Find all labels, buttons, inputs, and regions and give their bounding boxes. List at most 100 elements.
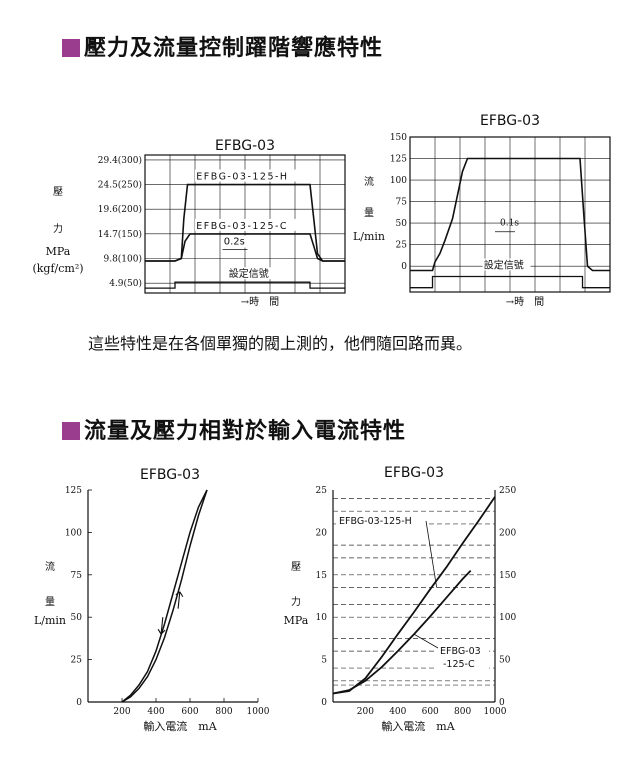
x-tick-label: 400: [147, 707, 164, 717]
series-line: [332, 496, 496, 695]
series-label: EFBG-03-125-C: [196, 221, 288, 232]
x-tick-label: 800: [454, 707, 471, 717]
x-tick-label: 200: [113, 707, 130, 717]
y-tick-label: 9.8(100): [103, 254, 142, 265]
x-tick-label: 400: [389, 707, 406, 717]
y-tick-label: 100: [390, 176, 407, 186]
series-line: [121, 489, 208, 703]
y-axis-label: (kgf/cm²): [32, 262, 83, 275]
y-axis-label: L/min: [34, 614, 66, 627]
pressure-step-chart: EFBG-03 29.4(300) 24.5(250) 19.6(200) 14.7(1…: [32, 138, 346, 308]
y-axis-label: 力: [291, 595, 301, 608]
x-tick-label: 1000: [247, 707, 270, 717]
series-line: [410, 157, 610, 272]
y-tick-label: 25: [396, 241, 408, 251]
signal-label: 設定信號: [484, 258, 524, 271]
pressure-current-chart: EFBG-03 25 250 20 200 15 150 10 100 5 50 0 0 200 400 60…: [284, 465, 517, 733]
chart-title: EFBG-03: [215, 138, 275, 154]
series-line: [145, 233, 345, 262]
chart-title: EFBG-03: [384, 465, 444, 481]
square-bullet-icon: [62, 39, 80, 57]
y-tick-label: 50: [71, 613, 83, 623]
y-tick-label: 75: [71, 571, 83, 581]
x-axis-label: →時 間: [241, 296, 279, 308]
right-tick-label: 150: [499, 571, 516, 581]
right-tick-label: 200: [499, 528, 516, 538]
y-axis-label: 流: [364, 175, 374, 188]
y-tick-label: 29.4(300): [98, 155, 142, 166]
y-tick-label: 24.5(250): [98, 180, 142, 191]
y-axis-label: 壓: [53, 186, 63, 198]
series-line: [121, 489, 208, 703]
square-bullet-icon: [62, 422, 80, 440]
y-tick-label: 50: [396, 219, 408, 229]
x-tick-label: 600: [181, 707, 198, 717]
annotation-label: EFBG-03: [440, 646, 481, 657]
label-bg: [227, 267, 276, 280]
time-marker-label: 0.1s: [500, 219, 519, 229]
up-arrow-icon: [175, 591, 184, 609]
y-tick-label: 0: [76, 698, 82, 708]
section-title-response: 壓力及流量控制躍階響應特性: [62, 30, 383, 62]
y-axis-label: 量: [364, 207, 374, 219]
right-tick-label: 100: [499, 613, 516, 623]
y-axis-label: L/min: [353, 230, 385, 243]
section-title-current: 流量及壓力相對於輸入電流特性: [62, 413, 406, 445]
leader-line: [413, 633, 439, 649]
section-title-text: 流量及壓力相對於輸入電流特性: [84, 419, 407, 444]
label-bg: [195, 169, 307, 182]
label-bg: [482, 258, 531, 271]
left-tick-label: 15: [316, 571, 328, 581]
flow-step-chart: EFBG-03 150 125 100 75 50 25 0 流量 L/min 0.1s 設定信號 →時…: [353, 113, 611, 308]
x-tick-label: 800: [215, 707, 232, 717]
y-axis-label: 壓: [291, 561, 301, 573]
y-tick-label: 150: [390, 133, 407, 143]
y-axis-label: 量: [45, 596, 55, 608]
flow-current-chart: EFBG-03 125 100 75 50 25 0 200 400 600 800 1000 流量 L/…: [34, 467, 270, 733]
y-tick-label: 25: [71, 656, 83, 666]
right-tick-label: 0: [499, 698, 505, 708]
y-tick-label: 0: [401, 262, 407, 272]
down-arrow-icon: [157, 617, 166, 635]
series-label: EFBG-03-125-H: [196, 172, 288, 183]
label-bg: [222, 235, 259, 248]
y-axis-label: 力: [53, 222, 63, 235]
left-tick-label: 20: [316, 528, 328, 538]
x-axis-label: →時 間: [506, 296, 544, 308]
chart-title: EFBG-03: [140, 467, 200, 483]
series-line: [332, 569, 472, 695]
signal-label: 設定信號: [229, 267, 269, 280]
label-bg: [195, 218, 307, 231]
right-tick-label: 50: [499, 656, 511, 666]
y-axis-label: 流: [45, 560, 55, 573]
left-tick-label: 25: [316, 486, 328, 496]
response-note: 這些特性是在各個單獨的閥上測的，他們隨回路而異。: [88, 334, 473, 353]
section-title-text: 壓力及流量控制躍階響應特性: [84, 36, 384, 61]
annotation-label: EFBG-03-125-H: [339, 516, 412, 527]
x-tick-label: 200: [357, 707, 374, 717]
y-axis-label: MPa: [284, 614, 309, 627]
time-marker-label: 0.2s: [224, 237, 245, 248]
y-tick-label: 100: [65, 528, 82, 538]
chart-title: EFBG-03: [480, 113, 540, 129]
y-tick-label: 125: [390, 155, 407, 165]
y-tick-label: 19.6(200): [98, 204, 142, 215]
leader-line: [425, 520, 438, 588]
label-bg: [437, 643, 489, 669]
x-tick-label: 600: [422, 707, 439, 717]
annotation-label: -125-C: [443, 659, 475, 670]
y-tick-label: 14.7(150): [98, 229, 142, 240]
left-tick-label: 10: [316, 613, 328, 623]
label-bg: [336, 514, 426, 527]
x-tick-label: 1000: [484, 707, 507, 717]
right-tick-label: 250: [499, 486, 516, 496]
y-axis-label: MPa: [46, 245, 71, 258]
left-tick-label: 5: [321, 656, 327, 666]
y-tick-label: 75: [396, 198, 408, 208]
series-line: [145, 281, 345, 289]
y-tick-label: 125: [65, 486, 82, 496]
series-line: [410, 275, 610, 289]
x-axis-label: 輸入電流 mA: [381, 719, 455, 733]
x-axis-label: 輸入電流 mA: [143, 719, 217, 733]
